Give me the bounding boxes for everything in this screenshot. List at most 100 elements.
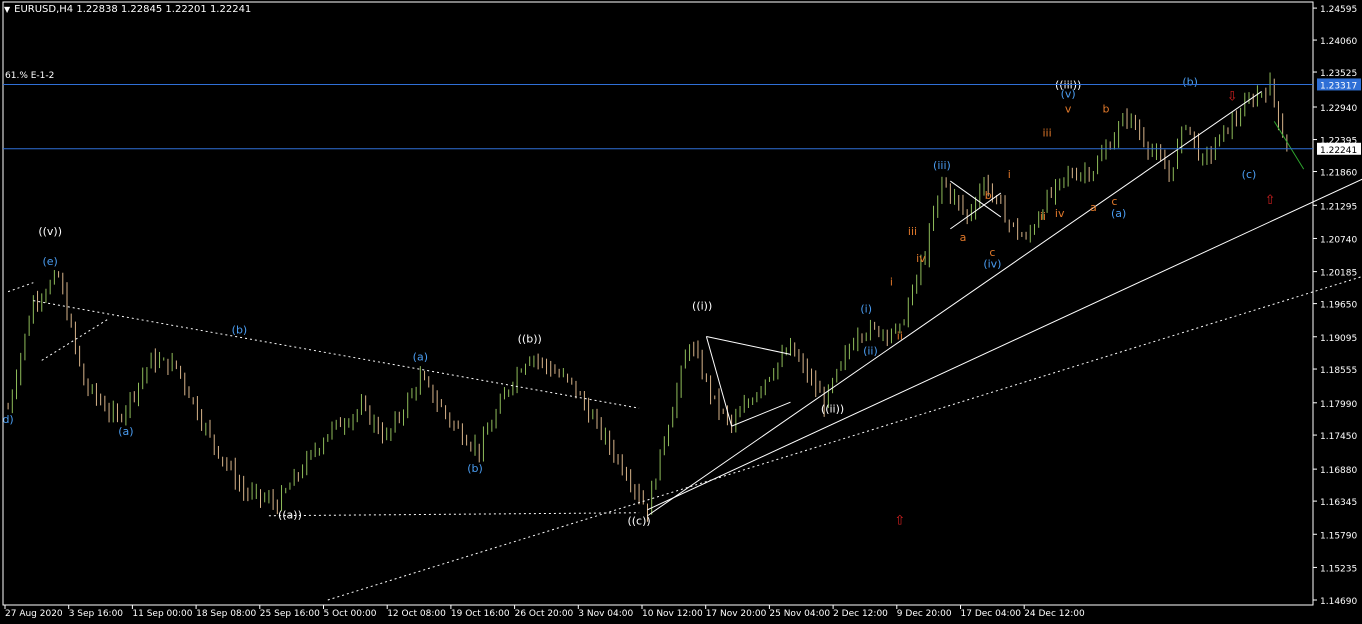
wave-label: (e) bbox=[42, 255, 57, 268]
wave-label: b bbox=[1102, 102, 1109, 115]
y-tick-label: 1.24595 bbox=[1320, 5, 1357, 15]
wave-label: ii bbox=[1040, 210, 1046, 223]
wave-label: (b) bbox=[467, 462, 483, 475]
wave-label: (ii) bbox=[863, 344, 878, 357]
x-tick-label: 10 Nov 12:00 bbox=[642, 609, 703, 619]
y-tick-label: 1.14690 bbox=[1320, 597, 1357, 607]
wave-label: ((iii)) bbox=[1055, 78, 1081, 91]
x-tick-label: 3 Nov 04:00 bbox=[578, 609, 633, 619]
y-tick-label: 1.19095 bbox=[1320, 334, 1357, 344]
x-tick-label: 26 Oct 20:00 bbox=[515, 609, 574, 619]
wave-label: i bbox=[1008, 168, 1011, 181]
y-tick-label: 1.19650 bbox=[1320, 301, 1357, 311]
wave-label: (a) bbox=[1111, 207, 1126, 220]
y-tick-label: 1.24060 bbox=[1320, 37, 1357, 47]
candles-layer bbox=[7, 72, 1288, 522]
x-tick-label: 9 Dec 20:00 bbox=[897, 609, 952, 619]
y-tick-label: 1.15790 bbox=[1320, 531, 1357, 541]
projection-line bbox=[1273, 121, 1305, 170]
wave-label: ((ii)) bbox=[821, 402, 844, 415]
wave-label: a bbox=[960, 231, 967, 244]
x-tick-label: 11 Sep 00:00 bbox=[132, 609, 192, 619]
x-tick-label: 12 Oct 08:00 bbox=[387, 609, 446, 619]
wave-label: (a) bbox=[118, 425, 133, 438]
trendline bbox=[705, 336, 733, 427]
trendline bbox=[950, 192, 1002, 230]
x-tick-label: 18 Sep 08:00 bbox=[196, 609, 256, 619]
wave-label: (b) bbox=[1182, 75, 1198, 88]
wave-label: v bbox=[1065, 102, 1072, 115]
trendline bbox=[327, 276, 1362, 601]
x-tick-label: 17 Dec 04:00 bbox=[961, 609, 1022, 619]
y-tick-label: 1.17990 bbox=[1320, 400, 1357, 410]
x-tick-label: 3 Sep 16:00 bbox=[69, 609, 124, 619]
x-tick-label: 24 Dec 12:00 bbox=[1024, 609, 1085, 619]
wave-label: (v) bbox=[1061, 87, 1076, 100]
symbol-ohlc-text: EURUSD,H4 1.22838 1.22845 1.22201 1.2224… bbox=[14, 4, 252, 15]
trendline bbox=[647, 178, 1362, 511]
wave-label: (iv) bbox=[983, 258, 1001, 271]
wave-label: (c) bbox=[1242, 168, 1257, 181]
triangle-down-icon[interactable]: ▼ bbox=[4, 5, 11, 14]
arrow-up-icon: ⇧ bbox=[894, 514, 905, 529]
trendline bbox=[647, 91, 1262, 517]
trendline bbox=[268, 512, 640, 517]
trendline bbox=[706, 335, 791, 355]
wave-label: (iii) bbox=[933, 159, 951, 172]
wave-label: a bbox=[1090, 201, 1097, 214]
y-tick-label: 1.21860 bbox=[1320, 169, 1357, 179]
trendline bbox=[33, 300, 640, 409]
trendlines-layer bbox=[7, 91, 1362, 601]
wave-label: b bbox=[985, 189, 992, 202]
price-tag-label: 1.23317 bbox=[1320, 81, 1357, 91]
x-tick-label: 25 Nov 04:00 bbox=[769, 609, 830, 619]
price-tag bbox=[1317, 142, 1361, 155]
wave-label: iv bbox=[1055, 207, 1065, 220]
wave-label: ii bbox=[897, 329, 903, 342]
wave-label: (b) bbox=[232, 323, 248, 336]
y-tick-label: 1.22940 bbox=[1320, 104, 1357, 114]
price-tag bbox=[1317, 78, 1361, 91]
x-tick-label: 2 Dec 12:00 bbox=[833, 609, 888, 619]
wave-label: ((i)) bbox=[692, 300, 712, 313]
wave-label: iii bbox=[1043, 126, 1052, 139]
y-tick-label: 1.20185 bbox=[1320, 269, 1357, 279]
arrow-up-icon: ⇧ bbox=[1265, 193, 1276, 208]
plot-frame bbox=[2, 1, 1314, 606]
wave-label: iv bbox=[916, 252, 926, 265]
y-tick-label: 1.18555 bbox=[1320, 366, 1357, 376]
trendline bbox=[950, 180, 1002, 218]
wave-label: d) bbox=[2, 413, 13, 426]
x-tick-label: 25 Sep 16:00 bbox=[260, 609, 320, 619]
y-tick-label: 1.17450 bbox=[1320, 432, 1357, 442]
x-tick-label: 27 Aug 2020 bbox=[5, 609, 63, 619]
arrow-down-icon: ⇩ bbox=[1227, 89, 1238, 104]
wave-label: (i) bbox=[860, 303, 872, 316]
symbol-title[interactable]: ▼ EURUSD,H4 1.22838 1.22845 1.22201 1.222… bbox=[4, 4, 251, 15]
y-tick-label: 1.16880 bbox=[1320, 466, 1357, 476]
y-tick-label: 1.15235 bbox=[1320, 564, 1357, 574]
wave-label: ((c)) bbox=[627, 515, 650, 528]
trendline bbox=[7, 282, 34, 293]
trendline bbox=[41, 318, 110, 361]
y-tick-label: 1.22395 bbox=[1320, 137, 1357, 147]
wave-label: c bbox=[989, 246, 995, 259]
wave-label: ((a)) bbox=[278, 509, 302, 522]
wave-label: (a) bbox=[413, 350, 428, 363]
wave-labels-layer: ((v)) (e) d) (a) (b) ((a)) (a) (b) ((b)) ((c)) ((i… bbox=[2, 75, 1275, 528]
y-tick-label: 1.20740 bbox=[1320, 235, 1357, 245]
x-tick-label: 19 Oct 16:00 bbox=[451, 609, 510, 619]
y-tick-label: 1.23525 bbox=[1320, 69, 1357, 79]
wave-label: iii bbox=[908, 225, 917, 238]
y-tick-label: 1.16345 bbox=[1320, 498, 1357, 508]
wave-label: ((b)) bbox=[518, 332, 542, 345]
wave-label: c bbox=[1111, 195, 1117, 208]
x-tick-label: 5 Oct 00:00 bbox=[324, 609, 377, 619]
y-tick-label: 1.21295 bbox=[1320, 202, 1357, 212]
trendline bbox=[731, 401, 791, 427]
x-tick-label: 17 Nov 20:00 bbox=[706, 609, 767, 619]
fibo-level-label: 61.% E-1-2 bbox=[5, 71, 55, 81]
wave-label: i bbox=[890, 276, 893, 289]
